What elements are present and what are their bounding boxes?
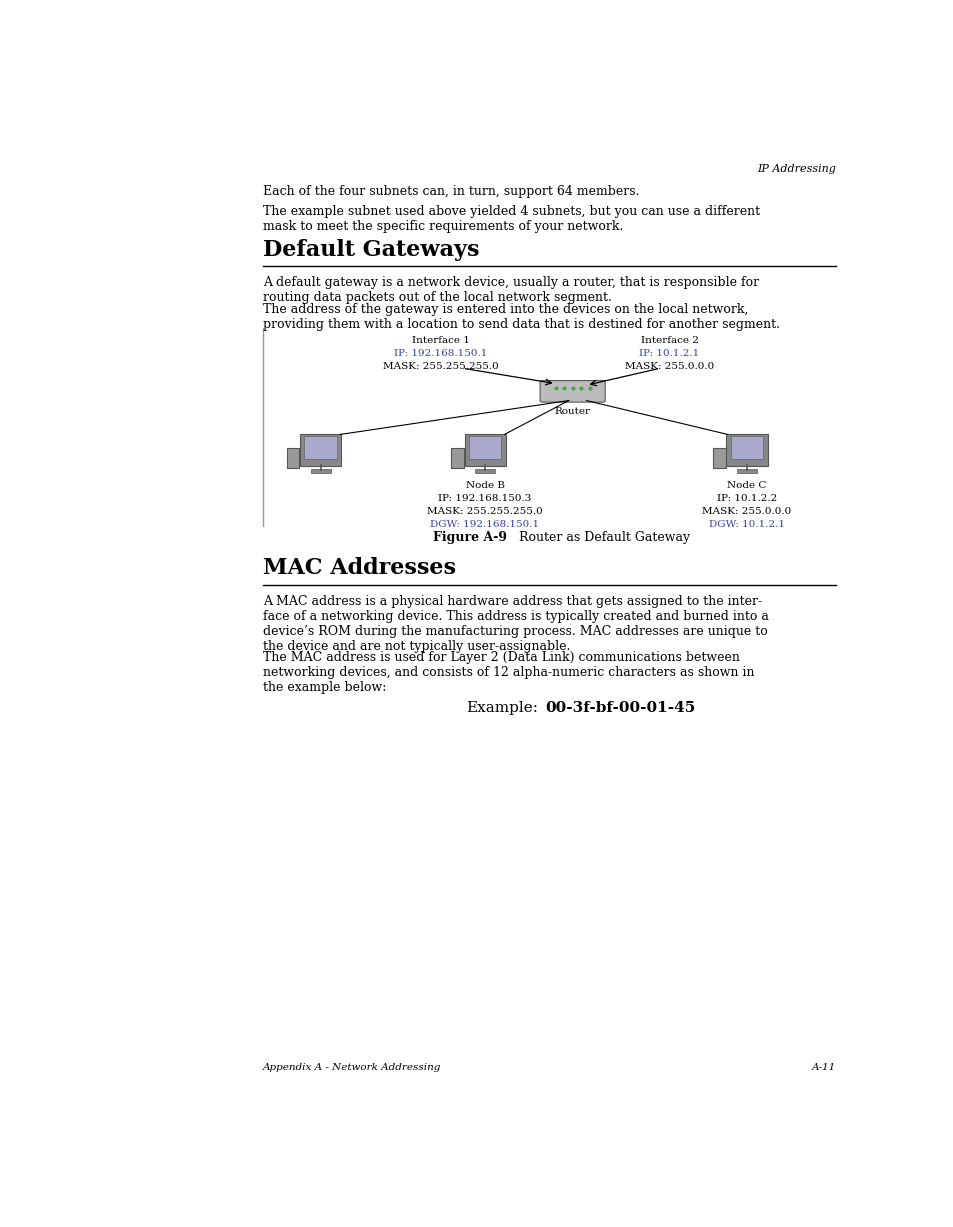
Text: The MAC address is used for Layer 2 (Data Link) communications between
networkin: The MAC address is used for Layer 2 (Dat… xyxy=(262,650,753,693)
Text: 00-3f-bf-00-01-45: 00-3f-bf-00-01-45 xyxy=(545,701,695,715)
Text: Node B: Node B xyxy=(465,481,504,490)
FancyBboxPatch shape xyxy=(475,470,495,474)
Text: Interface 2: Interface 2 xyxy=(639,336,698,345)
Text: Appendix A - Network Addressing: Appendix A - Network Addressing xyxy=(262,1063,440,1071)
Text: MASK: 255.255.255.0: MASK: 255.255.255.0 xyxy=(427,507,542,515)
Text: A-11: A-11 xyxy=(811,1063,835,1071)
Text: Each of the four subnets can, in turn, support 64 members.: Each of the four subnets can, in turn, s… xyxy=(262,185,639,198)
Text: MASK: 255.0.0.0: MASK: 255.0.0.0 xyxy=(701,507,791,515)
Text: IP: 10.1.2.1: IP: 10.1.2.1 xyxy=(639,348,699,358)
FancyBboxPatch shape xyxy=(451,448,463,467)
Text: The address of the gateway is entered into the devices on the local network,
pro: The address of the gateway is entered in… xyxy=(262,303,779,331)
Text: Example:: Example: xyxy=(465,701,537,715)
Text: DGW: 192.168.150.1: DGW: 192.168.150.1 xyxy=(430,520,539,529)
FancyBboxPatch shape xyxy=(464,434,505,465)
Text: IP: 192.168.150.3: IP: 192.168.150.3 xyxy=(437,493,531,503)
Text: Router: Router xyxy=(554,406,590,416)
Text: Router as Default Gateway: Router as Default Gateway xyxy=(506,531,689,545)
FancyBboxPatch shape xyxy=(310,470,331,474)
FancyBboxPatch shape xyxy=(468,437,501,459)
Text: Default Gateways: Default Gateways xyxy=(262,239,478,261)
FancyBboxPatch shape xyxy=(539,380,604,402)
FancyBboxPatch shape xyxy=(736,470,757,474)
FancyBboxPatch shape xyxy=(300,434,341,465)
Text: A MAC address is a physical hardware address that gets assigned to the inter-
fa: A MAC address is a physical hardware add… xyxy=(262,595,768,654)
Text: IP: 192.168.150.1: IP: 192.168.150.1 xyxy=(394,348,487,358)
Text: The example subnet used above yielded 4 subnets, but you can use a different
mas: The example subnet used above yielded 4 … xyxy=(262,205,759,233)
FancyBboxPatch shape xyxy=(286,448,299,467)
Text: IP Addressing: IP Addressing xyxy=(757,164,835,174)
Text: Interface 1: Interface 1 xyxy=(412,336,469,345)
Text: DGW: 10.1.2.1: DGW: 10.1.2.1 xyxy=(708,520,784,529)
FancyBboxPatch shape xyxy=(730,437,762,459)
Text: MASK: 255.255.255.0: MASK: 255.255.255.0 xyxy=(382,362,498,371)
Text: A default gateway is a network device, usually a router, that is responsible for: A default gateway is a network device, u… xyxy=(262,276,758,304)
FancyBboxPatch shape xyxy=(304,437,336,459)
Text: MAC Addresses: MAC Addresses xyxy=(262,557,456,579)
FancyBboxPatch shape xyxy=(712,448,725,467)
Text: Figure A-9: Figure A-9 xyxy=(433,531,506,545)
Text: MASK: 255.0.0.0: MASK: 255.0.0.0 xyxy=(624,362,714,371)
Text: Node C: Node C xyxy=(726,481,766,490)
Text: IP: 10.1.2.2: IP: 10.1.2.2 xyxy=(716,493,777,503)
FancyBboxPatch shape xyxy=(725,434,767,465)
